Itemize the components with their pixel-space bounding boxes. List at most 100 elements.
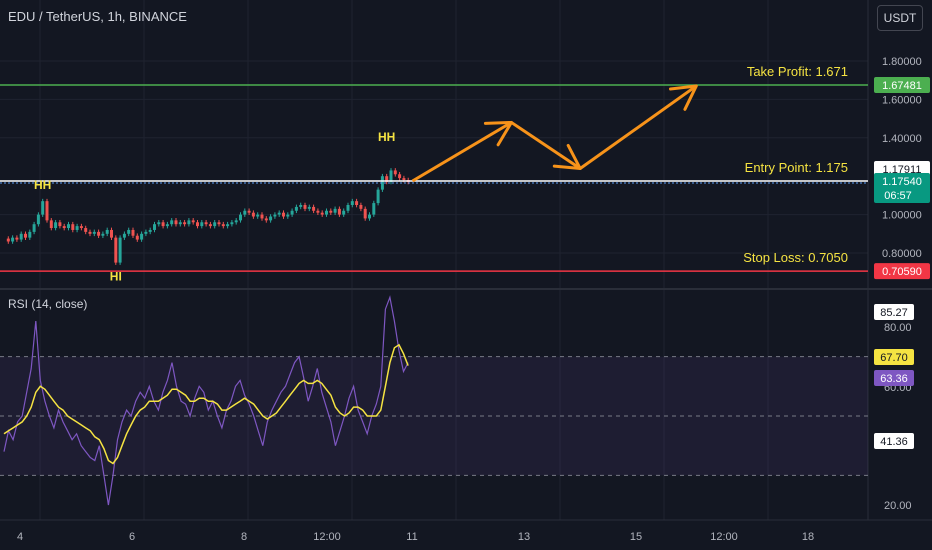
rsi-ma-badge-text: 67.70 bbox=[880, 352, 908, 364]
swing-label: HI bbox=[110, 270, 122, 284]
time-axis-tick: 8 bbox=[241, 531, 247, 543]
candle-body bbox=[79, 226, 83, 229]
level-label: Entry Point: 1.175 bbox=[745, 160, 848, 175]
candle-body bbox=[389, 170, 393, 182]
candle-body bbox=[320, 212, 324, 215]
candle-body bbox=[11, 237, 15, 242]
candle-body bbox=[269, 216, 273, 221]
candle-body bbox=[316, 210, 320, 213]
candle-body bbox=[329, 210, 333, 213]
candle-body bbox=[260, 214, 264, 219]
candle-body bbox=[110, 229, 113, 238]
candle-body bbox=[41, 201, 45, 215]
price-axis-tick: 0.80000 bbox=[882, 248, 922, 260]
candle-body bbox=[346, 205, 350, 211]
symbol-title: EDU / TetherUS, 1h, BINANCE bbox=[8, 9, 187, 24]
rsi-low-badge bbox=[874, 433, 914, 449]
candle-body bbox=[312, 206, 316, 211]
candle-body bbox=[131, 229, 135, 236]
candle-body bbox=[337, 208, 341, 215]
candle-body bbox=[88, 231, 92, 234]
candle-body bbox=[307, 206, 311, 209]
candle-body bbox=[234, 220, 238, 223]
candle-body bbox=[196, 222, 199, 227]
candle-body bbox=[264, 218, 268, 221]
candle-body bbox=[144, 231, 148, 234]
candle-body bbox=[277, 212, 281, 215]
candle-body bbox=[256, 214, 260, 217]
candle-body bbox=[183, 222, 187, 225]
candle-body bbox=[187, 220, 191, 225]
candle-body bbox=[342, 210, 346, 215]
level-label: Take Profit: 1.671 bbox=[747, 64, 848, 79]
rsi-high-badge-text: 85.27 bbox=[880, 307, 908, 319]
price-badge bbox=[874, 77, 930, 94]
price-axis-tick: 1.40000 bbox=[882, 133, 922, 145]
candle-body bbox=[165, 224, 169, 227]
price-badge-text: 1.67481 bbox=[882, 80, 922, 92]
last-price-badge bbox=[874, 173, 930, 203]
rsi-line bbox=[3, 295, 409, 506]
rsi-axis-tick: 20.00 bbox=[884, 500, 912, 512]
candle-body bbox=[359, 205, 363, 209]
candle-body bbox=[239, 214, 242, 221]
candle-body bbox=[398, 174, 402, 179]
candle-body bbox=[140, 233, 144, 240]
candle-body bbox=[251, 212, 255, 217]
candle-body bbox=[191, 220, 195, 223]
rsi-value-badge-text: 63.36 bbox=[880, 373, 908, 385]
candle-body bbox=[325, 210, 328, 215]
candle-body bbox=[67, 224, 70, 229]
candle-body bbox=[75, 226, 79, 230]
time-axis-tick: 13 bbox=[518, 531, 530, 543]
projection-path bbox=[411, 84, 698, 183]
time-axis-tick: 15 bbox=[630, 531, 642, 543]
time-axis-tick: 12:00 bbox=[710, 531, 738, 543]
candle-body bbox=[71, 224, 75, 230]
candle-body bbox=[97, 231, 101, 236]
candle-body bbox=[363, 208, 367, 219]
candle-body bbox=[376, 189, 380, 204]
candle-body bbox=[221, 224, 225, 227]
rsi-low-badge-text: 41.36 bbox=[880, 436, 908, 448]
candle-body bbox=[36, 214, 40, 225]
candle-body bbox=[372, 203, 376, 215]
swing-label: HH bbox=[378, 130, 395, 144]
candle-body bbox=[24, 233, 27, 238]
candle-body bbox=[15, 237, 19, 240]
projection-arrowhead bbox=[483, 120, 513, 147]
swing-label: HH bbox=[34, 178, 51, 192]
candle-body bbox=[402, 178, 406, 181]
candle-body bbox=[54, 222, 58, 229]
candle-body bbox=[114, 237, 118, 263]
projection-arrowhead bbox=[668, 84, 698, 111]
level-label: Stop Loss: 0.7050 bbox=[743, 250, 848, 265]
candle-body bbox=[380, 176, 384, 190]
time-axis-tick: 12:00 bbox=[313, 531, 341, 543]
candle-body bbox=[58, 222, 62, 227]
rsi-value-badge bbox=[874, 370, 914, 386]
candle-body bbox=[84, 228, 88, 232]
candle-body bbox=[217, 222, 221, 225]
candle-body bbox=[350, 201, 354, 205]
price-badge bbox=[874, 263, 930, 280]
candle-body bbox=[290, 210, 294, 215]
candle-body bbox=[247, 210, 251, 213]
candle-body bbox=[49, 220, 53, 229]
currency-button[interactable]: USDT bbox=[877, 5, 923, 31]
candle-body bbox=[153, 224, 156, 230]
candle-body bbox=[122, 233, 126, 238]
candle-body bbox=[161, 222, 165, 227]
candle-body bbox=[208, 224, 212, 227]
candle-body bbox=[303, 205, 307, 209]
price-axis-tick: 1.60000 bbox=[882, 94, 922, 106]
last-price-countdown: 06:57 bbox=[884, 190, 912, 202]
candle-body bbox=[6, 238, 10, 242]
price-badge-text: 0.70590 bbox=[882, 266, 922, 278]
candle-body bbox=[32, 224, 36, 232]
candle-body bbox=[282, 212, 285, 217]
candle-body bbox=[385, 176, 389, 182]
candle-body bbox=[105, 229, 109, 234]
candle-body bbox=[299, 205, 303, 207]
